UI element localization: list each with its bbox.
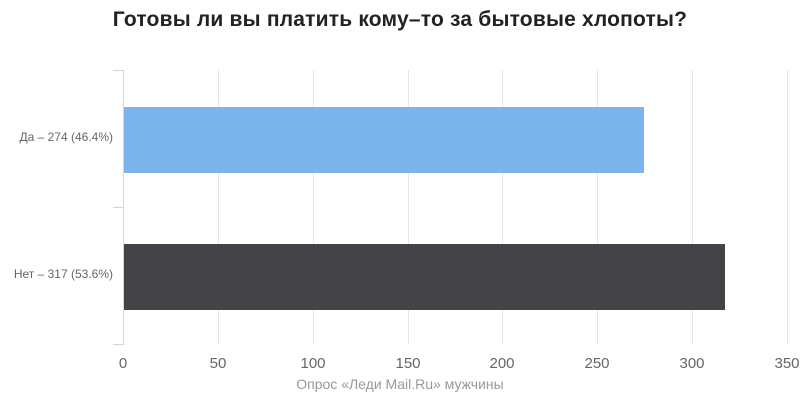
x-tick-label-50: 50 xyxy=(209,355,227,372)
category-label-yes: Да – 274 (46.4%) xyxy=(19,130,113,144)
bar-yes[interactable] xyxy=(124,107,644,173)
x-tick-label-250: 250 xyxy=(584,355,610,372)
bar-no[interactable] xyxy=(124,244,725,310)
gridline-300 xyxy=(692,70,693,344)
x-tick-label-150: 150 xyxy=(395,355,421,372)
y-axis-line xyxy=(123,70,124,345)
y-axis-tick-2 xyxy=(113,344,123,345)
y-axis-tick-1 xyxy=(113,207,123,208)
x-tick-label-100: 100 xyxy=(300,355,326,372)
gridline-350 xyxy=(787,70,788,344)
chart-title: Готовы ли вы платить кому–то за бытовые … xyxy=(112,8,688,31)
gridline-150 xyxy=(408,70,409,344)
x-tick-label-300: 300 xyxy=(679,355,705,372)
y-axis-tick-0 xyxy=(113,70,123,71)
category-label-no: Нет – 317 (53.6%) xyxy=(13,267,113,281)
x-tick-label-350: 350 xyxy=(774,355,800,372)
x-tick-label-200: 200 xyxy=(489,355,515,372)
gridline-200 xyxy=(502,70,503,344)
chart-caption: Опрос «Леди Mail.Ru» мужчины xyxy=(296,376,504,392)
gridline-50 xyxy=(218,70,219,344)
x-tick-label-0: 0 xyxy=(118,355,128,372)
gridline-250 xyxy=(597,70,598,344)
gridline-100 xyxy=(313,70,314,344)
